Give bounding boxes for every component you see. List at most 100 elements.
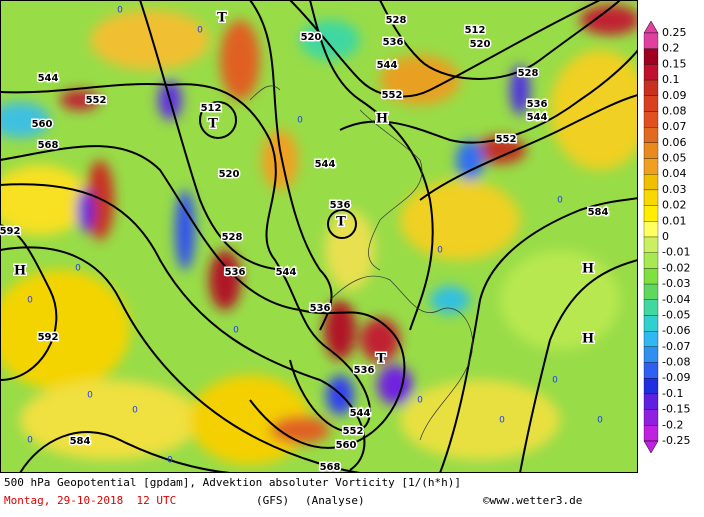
colorbar-label: -0.06 bbox=[662, 324, 690, 337]
contour-label: 544 bbox=[276, 267, 297, 278]
contour-label: 544 bbox=[377, 60, 398, 71]
colorbar-label: -0.03 bbox=[662, 277, 690, 290]
colorbar-label: 0.1 bbox=[662, 73, 680, 86]
contour-label: 520 bbox=[301, 32, 322, 43]
contour-label: 512 bbox=[201, 103, 222, 114]
colorbar-segment bbox=[643, 48, 659, 65]
colorbar-label: -0.25 bbox=[662, 434, 690, 447]
zero-label: 0 bbox=[167, 456, 173, 466]
colorbar-segment bbox=[643, 425, 659, 442]
footer-title: 500 hPa Geopotential [gpdam], Advektion … bbox=[4, 476, 461, 489]
pressure-center: H bbox=[376, 112, 388, 127]
colorbar-segment bbox=[643, 315, 659, 332]
colorbar-segment bbox=[643, 64, 659, 81]
colorbar-label: -0.1 bbox=[662, 387, 683, 400]
pressure-center: T bbox=[208, 117, 218, 132]
zero-label: 0 bbox=[117, 6, 123, 16]
vorticity-field bbox=[0, 0, 638, 473]
zero-label: 0 bbox=[552, 376, 558, 386]
colorbar-label: -0.15 bbox=[662, 403, 690, 416]
colorbar-label: 0.02 bbox=[662, 199, 687, 212]
colorbar-tip bbox=[643, 440, 659, 454]
colorbar-segment bbox=[643, 283, 659, 300]
zero-label: 0 bbox=[27, 436, 33, 446]
contour-label: 536 bbox=[330, 200, 351, 211]
geopotential-contours bbox=[0, 0, 638, 473]
contour-label: 520 bbox=[470, 39, 491, 50]
colorbar-label: -0.07 bbox=[662, 340, 690, 353]
colorbar-segment bbox=[643, 142, 659, 159]
colorbar-segment bbox=[643, 95, 659, 112]
contour-label: 544 bbox=[38, 73, 59, 84]
colorbar-segment bbox=[643, 331, 659, 347]
colorbar-label: -0.02 bbox=[662, 261, 690, 274]
pressure-center: H bbox=[582, 262, 594, 277]
colorbar-segment bbox=[643, 346, 659, 363]
colorbar-label: -0.08 bbox=[662, 356, 690, 369]
footer-model: (GFS) bbox=[256, 494, 289, 507]
coastlines bbox=[249, 85, 473, 441]
colorbar-segment bbox=[643, 79, 659, 96]
colorbar-segment bbox=[643, 236, 659, 253]
contour-label: 528 bbox=[518, 68, 539, 79]
colorbar: 0.25 0.2 0.15 0.1 0.09 0.08 0.07 0.06 0.05 0.04 0.… bbox=[643, 20, 690, 454]
zero-label: 0 bbox=[597, 416, 603, 426]
colorbar-segment bbox=[643, 127, 659, 143]
contour-label: 520 bbox=[219, 169, 240, 180]
colorbar-label: 0.15 bbox=[662, 57, 687, 70]
contour-label: 568 bbox=[320, 462, 341, 473]
contour-label: 592 bbox=[0, 226, 20, 237]
contour-label: 552 bbox=[86, 95, 107, 106]
pressure-center: H bbox=[582, 332, 594, 347]
contour-label: 544 bbox=[527, 112, 548, 123]
colorbar-label: 0.03 bbox=[662, 183, 687, 196]
contour-label: 536 bbox=[225, 267, 246, 278]
map-labels: 0 0 0 0 0 0 0 0 0 0 0 0 0 0 0 0 552 520 528 536 544 552 512 520… bbox=[0, 6, 610, 475]
contour-label: 584 bbox=[70, 436, 91, 447]
contour-label: 568 bbox=[38, 140, 59, 151]
colorbar-segment bbox=[643, 299, 659, 316]
zero-label: 0 bbox=[437, 246, 443, 256]
colorbar-label: 0.07 bbox=[662, 120, 687, 133]
colorbar-segment bbox=[643, 378, 659, 395]
contour-label: 552 bbox=[496, 134, 517, 145]
map-frame bbox=[0, 0, 638, 473]
zero-label: 0 bbox=[499, 416, 505, 426]
contour-label: 544 bbox=[315, 159, 336, 170]
contour-label: 552 bbox=[343, 426, 364, 437]
contour-label: 536 bbox=[383, 37, 404, 48]
zero-label: 0 bbox=[197, 26, 203, 36]
footer-copyright: ©www.wetter3.de bbox=[483, 494, 582, 507]
contour-label: 552 bbox=[382, 90, 403, 101]
zero-label: 0 bbox=[417, 396, 423, 406]
colorbar-label: 0.25 bbox=[662, 26, 687, 39]
colorbar-label: -0.09 bbox=[662, 371, 690, 384]
contour-label: 536 bbox=[310, 303, 331, 314]
colorbar-segment bbox=[643, 174, 659, 191]
zero-label: 0 bbox=[557, 196, 563, 206]
colorbar-label: 0 bbox=[662, 230, 669, 243]
footer-date: Montag, 29-10-2018 12 UTC bbox=[4, 494, 176, 507]
contour-label: 560 bbox=[336, 440, 357, 451]
zero-label: 0 bbox=[75, 264, 81, 274]
contour-label: 512 bbox=[465, 25, 486, 36]
colorbar-label: 0.01 bbox=[662, 214, 687, 227]
colorbar-label: 0.09 bbox=[662, 89, 687, 102]
contour-label: 592 bbox=[38, 332, 59, 343]
footer-analysis: (Analyse) bbox=[305, 494, 365, 507]
colorbar-label: -0.01 bbox=[662, 246, 690, 259]
colorbar-label: -0.05 bbox=[662, 308, 690, 321]
colorbar-tip bbox=[643, 20, 659, 34]
colorbar-label: 0.06 bbox=[662, 136, 687, 149]
colorbar-segment bbox=[643, 268, 659, 285]
colorbar-segment bbox=[643, 32, 659, 49]
contour-label: 528 bbox=[222, 232, 243, 243]
pressure-center: T bbox=[376, 352, 386, 367]
zero-label: 0 bbox=[297, 116, 303, 126]
zero-label: 0 bbox=[87, 391, 93, 401]
contour-label: 584 bbox=[588, 207, 609, 218]
colorbar-segment bbox=[643, 393, 659, 410]
colorbar-label: 0.04 bbox=[662, 167, 687, 180]
zero-label: 0 bbox=[132, 406, 138, 416]
